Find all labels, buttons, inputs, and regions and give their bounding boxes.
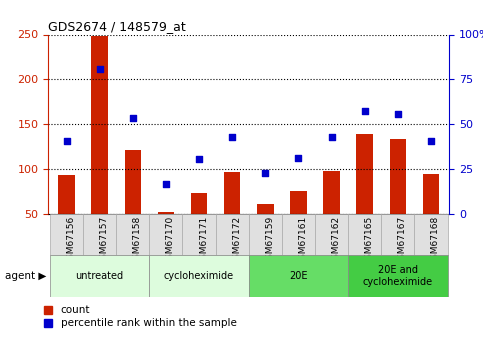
Point (361, 108, 369, 114)
Legend: count, percentile rank within the sample: count, percentile rank within the sample (44, 305, 236, 328)
Text: untreated: untreated (76, 271, 124, 281)
Bar (381, 214, 414, 255)
Bar (423, 175, 439, 214)
Bar (282, 214, 315, 255)
Bar (50, 214, 83, 255)
Bar (58, 175, 75, 214)
Text: GSM67170: GSM67170 (166, 216, 175, 265)
Bar (315, 214, 348, 255)
Bar (257, 204, 273, 214)
Bar (149, 214, 183, 255)
Point (327, 134, 335, 139)
Text: 20E: 20E (289, 271, 308, 281)
Bar (414, 214, 448, 255)
Point (295, 156, 302, 161)
Bar (249, 255, 348, 297)
Bar (348, 255, 448, 297)
Text: GDS2674 / 148579_at: GDS2674 / 148579_at (48, 20, 186, 33)
Text: agent ▶: agent ▶ (5, 271, 46, 281)
Text: GSM67157: GSM67157 (99, 216, 109, 265)
Bar (224, 172, 241, 214)
Text: 20E and
cycloheximide: 20E and cycloheximide (363, 265, 433, 287)
Point (96, 67, 103, 72)
Bar (323, 171, 340, 214)
Point (427, 138, 435, 144)
Bar (91, 36, 108, 214)
Text: GSM67159: GSM67159 (265, 216, 274, 265)
Bar (149, 255, 249, 297)
Text: cycloheximide: cycloheximide (164, 271, 234, 281)
Point (261, 170, 269, 175)
Text: GSM67168: GSM67168 (431, 216, 440, 265)
Bar (116, 214, 149, 255)
Bar (125, 150, 141, 214)
Text: GSM67156: GSM67156 (67, 216, 75, 265)
Point (63, 138, 71, 144)
Bar (191, 193, 207, 214)
Text: GSM67162: GSM67162 (331, 216, 341, 265)
Bar (215, 214, 249, 255)
Bar (83, 214, 116, 255)
Bar (356, 134, 373, 214)
Bar (348, 214, 381, 255)
Point (195, 156, 203, 162)
Bar (390, 139, 406, 214)
Text: GSM67172: GSM67172 (232, 216, 241, 265)
Point (228, 134, 236, 139)
Point (394, 111, 402, 117)
Bar (249, 214, 282, 255)
Text: GSM67165: GSM67165 (365, 216, 374, 265)
Bar (290, 191, 307, 214)
Text: GSM67158: GSM67158 (133, 216, 142, 265)
Bar (183, 214, 215, 255)
Point (129, 115, 137, 121)
Text: GSM67171: GSM67171 (199, 216, 208, 265)
Bar (50, 255, 149, 297)
Text: GSM67161: GSM67161 (298, 216, 308, 265)
Text: GSM67167: GSM67167 (398, 216, 407, 265)
Bar (157, 212, 174, 214)
Point (162, 181, 170, 187)
